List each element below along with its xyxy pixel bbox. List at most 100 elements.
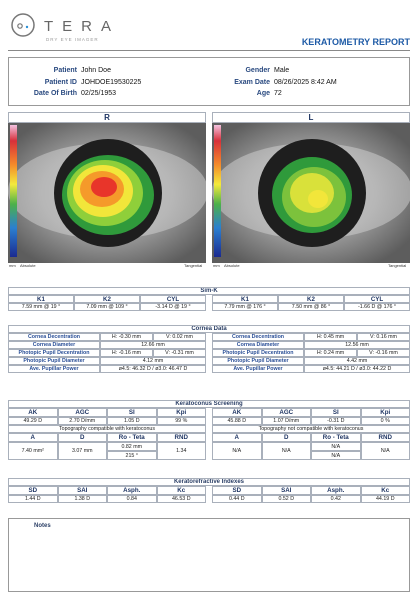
value: 7.59 mm @ 19 °: [8, 303, 74, 311]
column-header: D: [57, 433, 107, 442]
value: 12.66 mm: [100, 341, 206, 349]
value: H: -0.16 mm: [100, 349, 153, 357]
value: 215 °: [107, 451, 157, 460]
brand: TERA: [44, 18, 120, 35]
column-header: Ro - Teta: [107, 433, 157, 442]
value: -3.14 D @ 19 °: [140, 303, 206, 311]
value: 0.82 mm: [107, 442, 157, 451]
column-header: AGC: [261, 408, 311, 417]
value: 12.56 mm: [304, 341, 410, 349]
value: V: -0.16 mm: [357, 349, 410, 357]
patient-value: 72: [274, 90, 282, 97]
value: -0.31 D: [311, 417, 361, 425]
column-header: A: [8, 433, 58, 442]
topography-map: [8, 123, 206, 263]
value: H: -0.30 mm: [100, 333, 153, 341]
patient-label: Age: [256, 90, 270, 97]
column-header: K2: [278, 295, 344, 303]
logo-dot: [25, 25, 29, 29]
row-label: Photopic Pupil Diameter: [212, 357, 304, 365]
patient-label: Date Of Birth: [33, 90, 77, 97]
logo-ring: [11, 13, 35, 37]
map-zone: [308, 190, 328, 208]
value: H: 0.45 mm: [304, 333, 357, 341]
notes-title: Notes: [34, 523, 51, 529]
value: 49.29 D: [8, 417, 58, 425]
value: ø4.5: 46.32 D / ø3.0: 46.47 D: [100, 365, 206, 373]
column-header: Ro - Teta: [311, 433, 361, 442]
value: 3.07 mm: [57, 442, 107, 460]
value: H: 0.24 mm: [304, 349, 357, 357]
value: 7.50 mm @ 86 °: [278, 303, 344, 311]
map-mode-label: Absolute: [20, 263, 36, 268]
value: 99 %: [156, 417, 206, 425]
value: N/A: [311, 451, 361, 460]
row-label: Photopic Pupil Decentration: [212, 349, 304, 357]
column-header: SAI: [57, 486, 107, 495]
section-title: Sim-K: [8, 287, 410, 295]
value: 1.44 D: [8, 495, 58, 503]
eye-title: L: [212, 112, 410, 123]
map-zone: [91, 177, 117, 197]
column-header: Asph.: [311, 486, 361, 495]
column-header: SI: [107, 408, 157, 417]
value: 4.12 mm: [100, 357, 206, 365]
value: 45.88 D: [212, 417, 262, 425]
patient-value: JOHDOE19530225: [81, 78, 142, 86]
patient-label: Gender: [245, 67, 270, 74]
notes-box: Notes: [8, 518, 410, 592]
column-header: SI: [311, 408, 361, 417]
value: V: 0.16 mm: [357, 333, 410, 341]
patient-value: Male: [274, 67, 290, 74]
value: N/A: [212, 442, 262, 460]
value: -1.66 D @ 176 °: [344, 303, 410, 311]
value: 0.52 D: [261, 495, 311, 503]
logo: TERA DRY EYE IMAGER: [11, 13, 120, 42]
value: 0.42: [311, 495, 361, 503]
value: 4.42 mm: [304, 357, 410, 365]
value: 44.19 D: [360, 495, 410, 503]
column-header: AK: [212, 408, 262, 417]
value: 0.84: [107, 495, 157, 503]
row-label: Cornea Decentration: [212, 333, 304, 341]
column-header: AGC: [57, 408, 107, 417]
value: 7.40 mm²: [8, 442, 58, 460]
eye-title: R: [8, 112, 206, 123]
topography-map: [212, 123, 410, 263]
column-header: Kpi: [156, 408, 206, 417]
patient-label: Exam Date: [234, 78, 270, 86]
tagline: DRY EYE IMAGER: [46, 37, 99, 42]
value: 1.38 D: [57, 495, 107, 503]
column-header: K2: [74, 295, 140, 303]
column-header: Kpi: [360, 408, 410, 417]
logo-eye: [17, 23, 23, 29]
value: 46.53 D: [156, 495, 206, 503]
column-header: D: [261, 433, 311, 442]
row-label: Cornea Diameter: [212, 341, 304, 349]
value: 7.09 mm @ 109 °: [74, 303, 140, 311]
value: 1.07 D/mm: [261, 417, 311, 425]
value: N/A: [360, 442, 410, 460]
verdict: Topography not compatible with keratocon…: [212, 425, 410, 433]
column-header: SD: [8, 486, 58, 495]
value: 7.79 mm @ 176 °: [212, 303, 278, 311]
column-header: SD: [212, 486, 262, 495]
row-label: Ave. Pupillar Power: [8, 365, 100, 373]
patient-value: John Doe: [81, 67, 111, 74]
row-label: Photopic Pupil Decentration: [8, 349, 100, 357]
value: N/A: [261, 442, 311, 460]
patient-value: 08/26/2025 8:42 AM: [274, 78, 337, 86]
value: 0.44 D: [212, 495, 262, 503]
value: V: 0.02 mm: [153, 333, 206, 341]
row-label: Cornea Diameter: [8, 341, 100, 349]
map-mode-label: Tangential: [184, 263, 203, 268]
row-label: Cornea Decentration: [8, 333, 100, 341]
value: 1.34: [156, 442, 206, 460]
report-title: KERATOMETRY REPORT: [301, 37, 410, 47]
scale-unit: mm: [213, 263, 220, 268]
header-rule: [8, 50, 410, 51]
patient-label: Patient: [53, 67, 77, 74]
value: ø4.5: 44.21 D / ø3.0: 44.22 D: [304, 365, 410, 373]
verdict: Topography compatible with keratoconus: [8, 425, 206, 433]
